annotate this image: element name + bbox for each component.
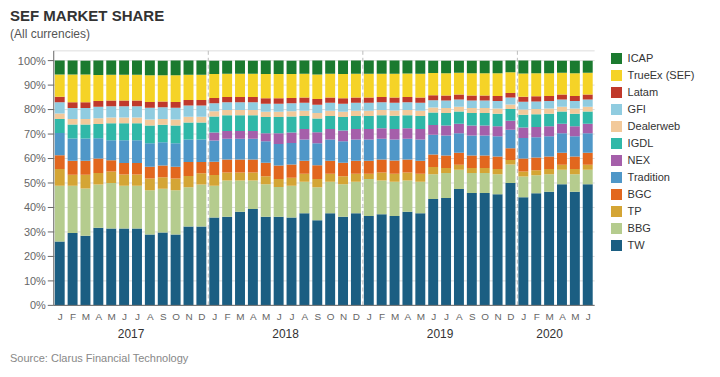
html-text:BBG: BBG xyxy=(627,222,651,234)
html-text:Dealerweb: Dealerweb xyxy=(627,120,681,132)
svg-text:J: J xyxy=(122,311,127,322)
svg-text:J: J xyxy=(521,311,526,322)
svg-text:2019: 2019 xyxy=(427,327,454,341)
html-text:IGDL: IGDL xyxy=(627,137,654,149)
svg-text:O: O xyxy=(481,311,489,322)
svg-text:M: M xyxy=(108,311,116,322)
html-text:Tradition: Tradition xyxy=(627,171,670,183)
html-text:(All currencies): (All currencies) xyxy=(10,27,90,41)
svg-text:0%: 0% xyxy=(30,299,46,311)
html-text:ICAP: ICAP xyxy=(627,52,654,64)
svg-text:90%: 90% xyxy=(24,79,46,91)
svg-text:30%: 30% xyxy=(24,226,46,238)
svg-text:D: D xyxy=(507,311,514,322)
svg-text:60%: 60% xyxy=(24,152,46,164)
html-text:Latam: Latam xyxy=(627,86,659,98)
svg-text:F: F xyxy=(534,311,540,322)
svg-text:J: J xyxy=(135,311,140,322)
svg-text:20%: 20% xyxy=(24,250,46,262)
svg-text:F: F xyxy=(379,311,385,322)
svg-text:A: A xyxy=(559,311,566,322)
svg-text:S: S xyxy=(469,311,476,322)
svg-text:A: A xyxy=(456,311,463,322)
svg-text:M: M xyxy=(545,311,553,322)
svg-text:2017: 2017 xyxy=(118,327,145,341)
svg-text:J: J xyxy=(58,311,63,322)
html-text:BGC: BGC xyxy=(627,188,652,200)
html-text:TP: TP xyxy=(627,205,642,217)
html-text:NEX: NEX xyxy=(627,154,651,166)
svg-text:A: A xyxy=(250,311,257,322)
html-text:GFI: GFI xyxy=(627,103,646,115)
html-text:TrueEx (SEF): TrueEx (SEF) xyxy=(627,69,695,81)
svg-text:10%: 10% xyxy=(24,275,46,287)
svg-text:80%: 80% xyxy=(24,103,46,115)
svg-text:N: N xyxy=(185,311,192,322)
svg-text:2020: 2020 xyxy=(536,327,563,341)
svg-text:S: S xyxy=(160,311,167,322)
svg-text:M: M xyxy=(262,311,270,322)
svg-text:A: A xyxy=(302,311,309,322)
html-text:SEF MARKET SHARE: SEF MARKET SHARE xyxy=(10,7,165,24)
svg-text:M: M xyxy=(571,311,579,322)
svg-text:J: J xyxy=(586,311,591,322)
svg-text:J: J xyxy=(367,311,372,322)
svg-text:D: D xyxy=(198,311,205,322)
svg-text:40%: 40% xyxy=(24,201,46,213)
svg-text:50%: 50% xyxy=(24,177,46,189)
svg-text:A: A xyxy=(96,311,103,322)
svg-text:A: A xyxy=(147,311,154,322)
svg-text:70%: 70% xyxy=(24,128,46,140)
svg-text:O: O xyxy=(327,311,335,322)
svg-text:F: F xyxy=(225,311,231,322)
svg-text:A: A xyxy=(405,311,412,322)
svg-text:D: D xyxy=(353,311,360,322)
svg-text:N: N xyxy=(340,311,347,322)
svg-text:J: J xyxy=(277,311,282,322)
svg-text:M: M xyxy=(82,311,90,322)
svg-text:N: N xyxy=(494,311,501,322)
svg-text:100%: 100% xyxy=(18,55,46,67)
svg-text:2018: 2018 xyxy=(272,327,299,341)
svg-text:M: M xyxy=(236,311,244,322)
svg-text:M: M xyxy=(417,311,425,322)
html-text:Source: Clarus Financial Techn: Source: Clarus Financial Technology xyxy=(10,352,189,364)
svg-text:O: O xyxy=(172,311,180,322)
svg-text:J: J xyxy=(444,311,449,322)
svg-text:J: J xyxy=(431,311,436,322)
svg-text:M: M xyxy=(391,311,399,322)
svg-text:F: F xyxy=(70,311,76,322)
svg-text:S: S xyxy=(314,311,321,322)
svg-text:J: J xyxy=(290,311,295,322)
html-text:TW: TW xyxy=(627,239,645,251)
svg-text:J: J xyxy=(212,311,217,322)
